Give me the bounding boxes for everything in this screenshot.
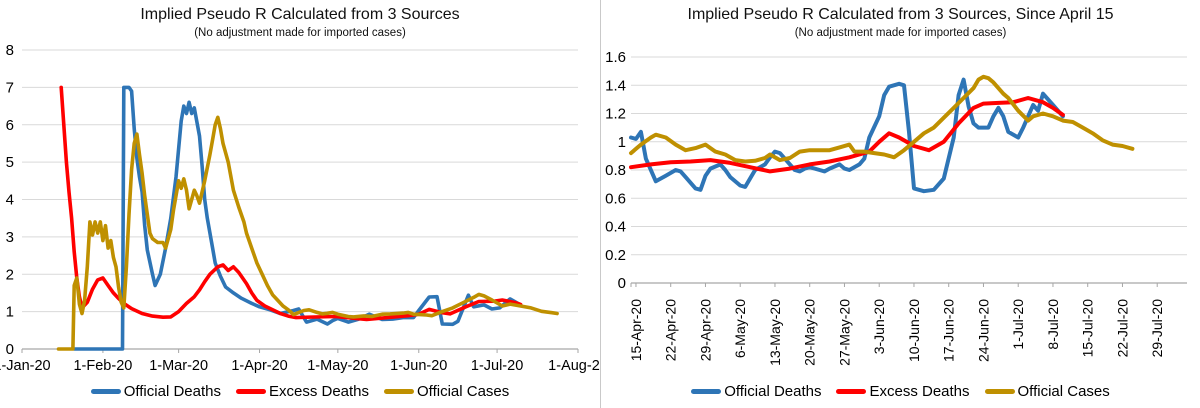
legend-label: Excess Deaths xyxy=(869,383,970,400)
x-tick-label: 1-Jul-20 xyxy=(471,358,523,374)
x-tick-label: 1-Mar-20 xyxy=(149,358,208,374)
series-line-official-cases xyxy=(629,74,1135,164)
legend-swatch-excess-deaths xyxy=(836,389,867,394)
series-line-official-cases xyxy=(56,115,559,351)
series-line-excess-deaths xyxy=(629,96,1065,174)
chart-subtitle: (No adjustment made for imported cases) xyxy=(194,27,406,39)
x-tick-label: 10-Jun-20 xyxy=(906,299,922,362)
x-tick-label: 29-Jul-20 xyxy=(1149,299,1165,358)
x-tick-label: 27-May-20 xyxy=(836,299,852,366)
legend-item-official-cases: Official Cases xyxy=(384,383,509,400)
chart-title: Implied Pseudo R Calculated from 3 Sourc… xyxy=(687,6,1114,23)
x-tick-label: 1-Aug-20 xyxy=(548,358,600,374)
y-tick-label: 0.8 xyxy=(605,162,626,179)
x-tick-label: 1-Jan-20 xyxy=(0,358,51,374)
y-tick-label: 1.4 xyxy=(605,77,626,94)
x-tick-label: 1-May-20 xyxy=(307,358,368,374)
y-tick-label: 7 xyxy=(6,79,14,96)
x-tick-label: 20-May-20 xyxy=(802,299,818,366)
legend-label: Official Cases xyxy=(417,383,510,400)
y-tick-label: 1.6 xyxy=(605,49,626,66)
y-tick-label: 1 xyxy=(618,134,626,151)
legend: Official Deaths Excess Deaths Official Cas… xyxy=(0,383,600,400)
legend-item-excess-deaths: Excess Deaths xyxy=(235,383,370,400)
x-tick-label: 22-Jul-20 xyxy=(1114,299,1130,358)
legend-item-official-deaths: Official Deaths xyxy=(90,383,221,400)
y-tick-label: 0.2 xyxy=(605,247,626,264)
legend-item-official-deaths: Official Deaths xyxy=(691,383,821,400)
series-line-official-deaths xyxy=(72,85,523,351)
chart-title: Implied Pseudo R Calculated from 3 Sourc… xyxy=(140,6,460,23)
x-tick-label: 6-May-20 xyxy=(732,299,748,358)
legend-item-excess-deaths: Excess Deaths xyxy=(836,383,970,400)
y-tick-label: 0.6 xyxy=(605,190,626,207)
legend: Official Deaths Excess Deaths Official Cas… xyxy=(601,383,1200,400)
y-tick-label: 1.2 xyxy=(605,106,626,123)
legend-swatch-official-cases xyxy=(384,389,415,394)
chart-panel-since-april-15: 0 0.2 0.4 0.6 0.8 1 1.2 1.4 1.6 15-Apr-20 22-Apr-2… xyxy=(600,0,1200,408)
legend-label: Official Deaths xyxy=(123,383,221,400)
y-tick-label: 3 xyxy=(6,229,14,246)
x-tick-label: 15-Apr-20 xyxy=(628,299,644,361)
series-line-official-deaths xyxy=(629,77,1065,194)
x-tick-label: 8-Jul-20 xyxy=(1045,299,1061,350)
x-tick-label: 3-Jun-20 xyxy=(871,299,887,354)
legend-item-official-cases: Official Cases xyxy=(984,383,1110,400)
y-tick-label: 0.4 xyxy=(605,219,626,236)
y-tick-label: 5 xyxy=(6,154,14,171)
y-tick-label: 0 xyxy=(6,341,14,358)
x-tick-label: 1-Apr-20 xyxy=(231,358,287,374)
y-tick-label: 6 xyxy=(6,117,14,134)
x-tick-label: 1-Jul-20 xyxy=(1010,299,1026,350)
y-tick-label: 8 xyxy=(6,42,14,59)
y-tick-label: 0 xyxy=(618,275,626,292)
chart-canvas-since-april-15: 0 0.2 0.4 0.6 0.8 1 1.2 1.4 1.6 15-Apr-20 22-Apr-2… xyxy=(605,49,1187,366)
legend-label: Excess Deaths xyxy=(268,383,370,400)
legend-swatch-excess-deaths xyxy=(235,389,266,394)
x-tick-label: 15-Jul-20 xyxy=(1080,299,1096,358)
x-tick-label: 17-Jun-20 xyxy=(941,299,957,362)
x-tick-label: 24-Jun-20 xyxy=(975,299,991,362)
y-tick-label: 1 xyxy=(6,304,14,321)
legend-label: Official Cases xyxy=(1017,383,1110,400)
x-tick-label: 1-Feb-20 xyxy=(73,358,132,374)
legend-swatch-official-deaths xyxy=(90,389,121,394)
x-tick-label: 22-Apr-20 xyxy=(663,299,679,361)
chart-canvas-full-period: 0 1 2 3 4 5 6 7 8 1-Jan-20 1-Feb-20 1-Mar-20 1-Apr-2… xyxy=(0,42,600,374)
x-tick-label: 29-Apr-20 xyxy=(697,299,713,361)
legend-swatch-official-deaths xyxy=(691,389,722,394)
x-tick-label: 1-Jun-20 xyxy=(390,358,447,374)
y-tick-label: 4 xyxy=(6,192,14,209)
chart-subtitle: (No adjustment made for imported cases) xyxy=(794,27,1007,39)
y-tick-label: 2 xyxy=(6,266,14,283)
x-tick-label: 13-May-20 xyxy=(767,299,783,366)
chart-panel-full-period: 0 1 2 3 4 5 6 7 8 1-Jan-20 1-Feb-20 1-Mar-20 1-Apr-2… xyxy=(0,6,600,400)
legend-swatch-official-cases xyxy=(984,389,1015,394)
legend-label: Official Deaths xyxy=(724,383,822,400)
